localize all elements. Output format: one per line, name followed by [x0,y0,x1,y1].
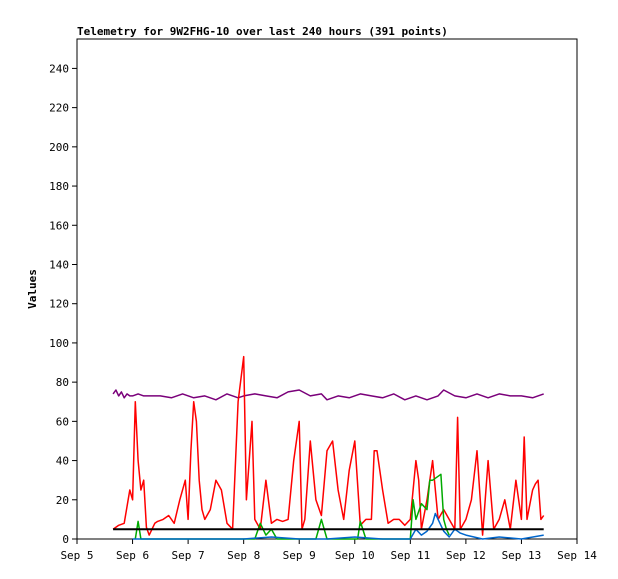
x-axis: Sep 5 Sep 6 Sep 7 Sep 8 Sep 9 Sep 10 Sep 11 Sep… [60,539,597,562]
x-tick-label: Sep 9 [283,549,316,562]
y-tick-label: 160 [49,219,69,232]
y-tick-label: 40 [56,455,69,468]
y-tick-label: 240 [49,62,69,75]
y-tick-label: 20 [56,494,69,507]
y-axis: 0 20 40 60 80 100 120 140 160 180 200 220 240 [49,62,77,546]
plot-frame [76,38,578,540]
series-line-1 [112,355,545,536]
x-tick-label: Sep 6 [116,549,149,562]
x-tick-label: Sep 14 [557,549,597,562]
y-tick-label: 120 [49,298,69,311]
x-tick-label: Sep 10 [335,549,375,562]
x-tick-label: Sep 7 [172,549,205,562]
x-tick-label: Sep 13 [502,549,542,562]
x-tick-label: Sep 8 [227,549,260,562]
y-tick-label: 180 [49,180,69,193]
series-layer [112,355,545,540]
chart-title: Telemetry for 9W2FHG-10 over last 240 ho… [77,25,448,38]
y-axis-label: Values [26,269,39,309]
x-tick-label: Sep 12 [446,549,486,562]
y-tick-label: 220 [49,102,69,115]
x-tick-label: Sep 11 [390,549,430,562]
y-tick-label: 0 [62,533,69,546]
series-line-3 [132,512,544,540]
y-tick-label: 60 [56,415,69,428]
y-tick-label: 140 [49,258,69,271]
y-tick-label: 100 [49,337,69,350]
y-tick-label: 200 [49,141,69,154]
y-tick-label: 80 [56,376,69,389]
series-line-0 [112,389,544,401]
x-tick-label: Sep 5 [60,549,93,562]
